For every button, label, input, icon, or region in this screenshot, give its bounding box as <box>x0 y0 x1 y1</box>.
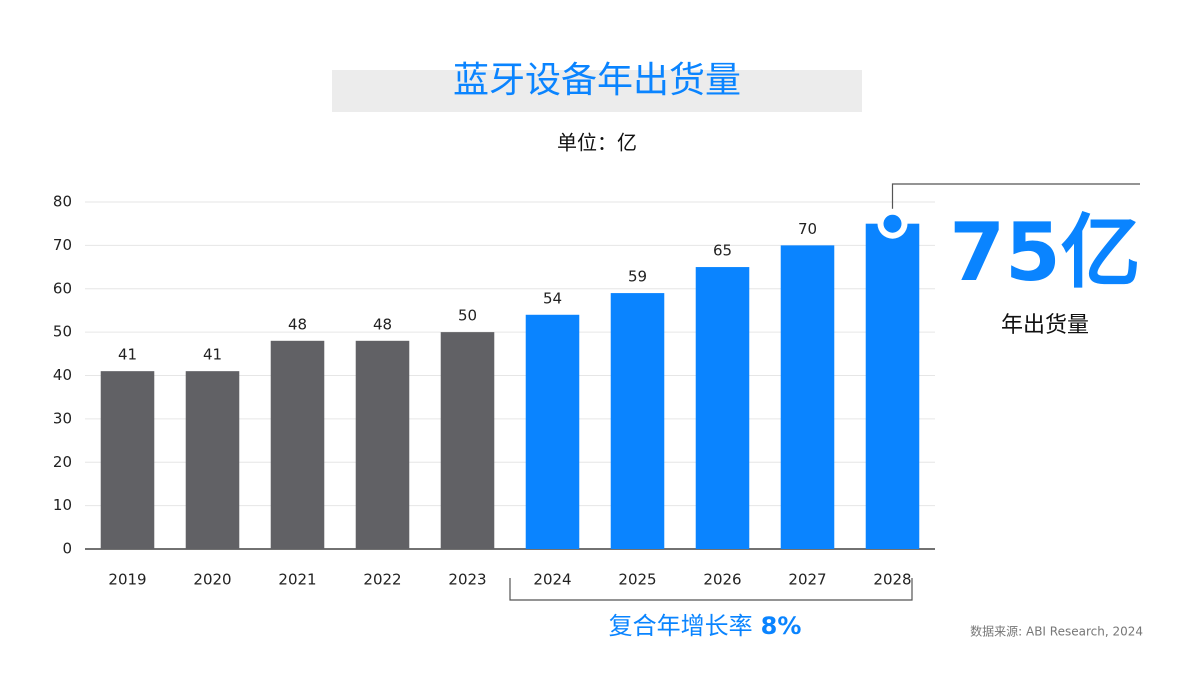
y-tick-label: 10 <box>53 496 72 514</box>
cagr-bracket <box>509 578 913 601</box>
callout-caption: 年出货量 <box>1001 313 1089 338</box>
y-tick-label: 60 <box>53 279 72 297</box>
cagr: 复合年增长率 8% <box>609 612 802 640</box>
bar <box>865 223 920 549</box>
bar <box>440 332 495 549</box>
value-label: 41 <box>203 346 222 364</box>
y-tick-label: 20 <box>53 453 72 471</box>
value-label: 48 <box>288 315 307 333</box>
value-label: 59 <box>628 268 647 286</box>
bar <box>185 371 240 549</box>
bar <box>355 340 410 549</box>
value-label: 54 <box>543 289 562 307</box>
value-label: 41 <box>118 346 137 364</box>
bar <box>270 340 325 549</box>
x-tick-label: 2019 <box>108 571 146 589</box>
x-tick-label: 2020 <box>193 571 231 589</box>
bar <box>525 314 580 549</box>
chart-title: 蓝牙设备年出货量 <box>453 60 741 101</box>
x-tick-label: 2028 <box>873 571 911 589</box>
y-tick-label: 40 <box>53 366 72 384</box>
bar <box>780 245 835 549</box>
chart-subtitle: 单位：亿 <box>557 131 637 155</box>
cagr-label: 复合年增长率 <box>609 612 753 640</box>
x-tick-label: 2027 <box>788 571 826 589</box>
value-label: 48 <box>373 315 392 333</box>
x-tick-label: 2024 <box>533 571 571 589</box>
y-tick-label: 50 <box>53 323 72 341</box>
cagr-value: 8% <box>761 612 802 640</box>
x-tick-label: 2023 <box>448 571 486 589</box>
x-tick-label: 2022 <box>363 571 401 589</box>
value-label: 70 <box>798 220 817 238</box>
value-label: 50 <box>458 307 477 325</box>
callout-dot <box>883 214 902 233</box>
y-tick-label: 0 <box>62 540 72 558</box>
title-box <box>332 70 862 112</box>
x-tick-label: 2025 <box>618 571 656 589</box>
value-label: 65 <box>713 242 732 260</box>
y-tick-label: 30 <box>53 409 72 427</box>
callout-value: 75亿 <box>949 206 1140 299</box>
bar <box>100 371 155 549</box>
y-tick-label: 70 <box>53 236 72 254</box>
y-tick-label: 80 <box>53 193 72 211</box>
x-tick-label: 2026 <box>703 571 741 589</box>
x-tick-label: 2021 <box>278 571 316 589</box>
bar <box>695 267 750 549</box>
bar <box>610 293 665 549</box>
source: 数据来源: ABI Research, 2024 <box>970 624 1143 639</box>
